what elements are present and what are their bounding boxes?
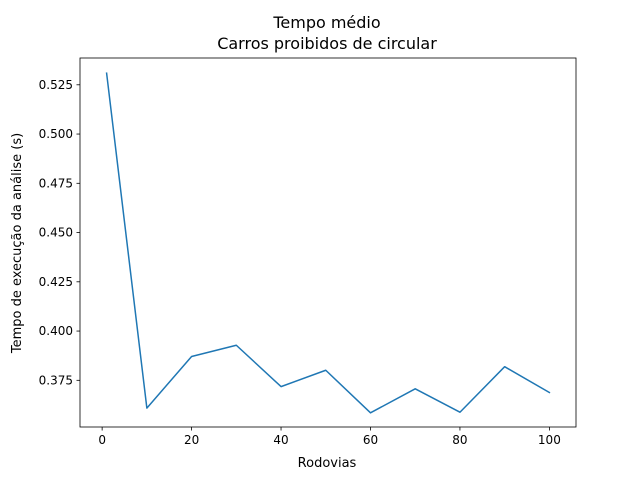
x-tick-label-60: 60 — [363, 433, 378, 447]
y-tick-label-0.525: 0.525 — [39, 78, 73, 92]
x-tick-label-40: 40 — [273, 433, 288, 447]
plot-area: 0 20 40 60 80 100 0.375 0.400 0.425 0.450 0.475 0.5… — [39, 57, 577, 447]
x-tick-label-0: 0 — [98, 433, 106, 447]
y-axis-label: Tempo de execução da análise (s) — [10, 133, 25, 354]
x-tick-label-80: 80 — [452, 433, 467, 447]
y-tick-label-0.475: 0.475 — [39, 176, 73, 190]
x-axis-label: Rodovias — [298, 456, 357, 471]
x-tick-label-20: 20 — [184, 433, 199, 447]
series-line-0 — [105, 72, 551, 414]
y-tick-label-0.425: 0.425 — [39, 275, 73, 289]
y-tick-label-0.450: 0.450 — [39, 226, 73, 240]
y-tick-label-0.375: 0.375 — [39, 373, 73, 387]
plot-frame — [79, 57, 577, 428]
y-tick-label-0.500: 0.500 — [39, 127, 73, 141]
y-tick-label-0.400: 0.400 — [39, 324, 73, 338]
chart-subtitle: Carros proibidos de circular — [217, 34, 437, 53]
x-tick-label-100: 100 — [538, 433, 561, 447]
chart-title: Tempo médio — [272, 13, 380, 32]
